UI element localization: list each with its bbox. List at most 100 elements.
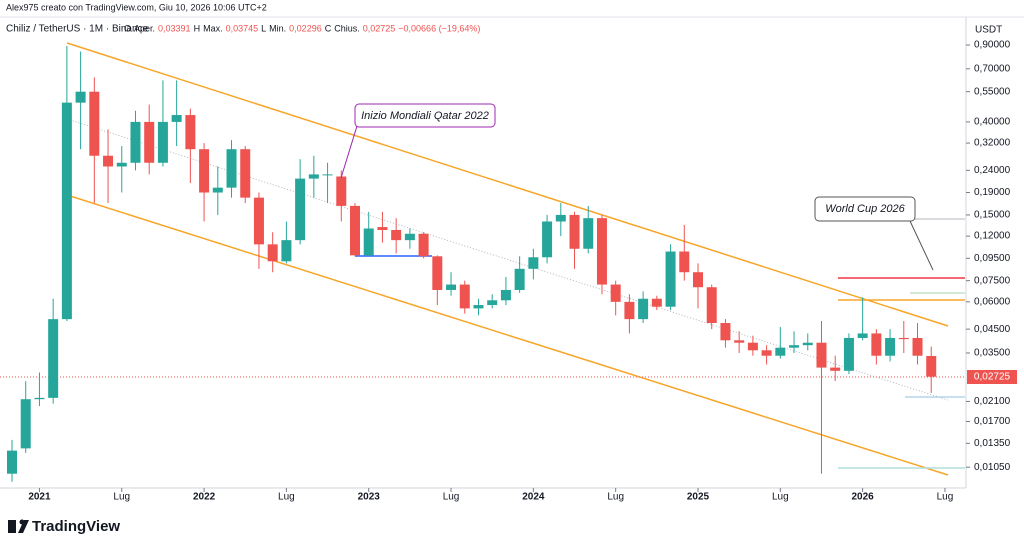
candle-body — [665, 251, 676, 307]
legend-item: Min. — [269, 23, 286, 33]
y-tick-label: 0,02100 — [974, 396, 1011, 407]
candle-body — [322, 174, 333, 176]
legend-item: Aper. — [134, 23, 155, 33]
legend-item: C — [325, 23, 332, 33]
candle-body — [391, 229, 402, 241]
candle-body — [212, 187, 223, 193]
x-tick-label: Lug — [113, 492, 130, 503]
currency: USDT — [975, 25, 1002, 36]
legend-item: Max. — [203, 23, 223, 33]
candle-body — [7, 450, 17, 474]
y-tick-label: 0,24000 — [974, 165, 1011, 176]
channel-mid — [66, 118, 949, 401]
candle-body — [199, 149, 210, 193]
candle-body — [624, 301, 635, 320]
candle-body — [144, 121, 155, 163]
y-tick-label: 0,90000 — [974, 40, 1011, 51]
candle-body — [720, 323, 731, 341]
candle-body — [871, 333, 882, 356]
candle-body — [610, 284, 621, 302]
candle-body — [308, 174, 319, 179]
y-tick-label: 0,09500 — [974, 253, 1011, 264]
y-tick-label: 0,15000 — [974, 210, 1011, 221]
candle-body — [404, 233, 415, 241]
candle-body — [651, 298, 662, 307]
candle-body — [350, 205, 360, 256]
candle-body — [459, 284, 470, 309]
candle-body — [75, 91, 86, 103]
x-tick-label: Lug — [937, 492, 954, 503]
channel-upper — [66, 42, 949, 327]
last-price-label: 0,02725 — [974, 372, 1011, 383]
candle-body — [446, 284, 457, 290]
legend-item: O — [124, 23, 131, 33]
legend-item: 0,03745 — [226, 23, 259, 33]
legend: Chiliz / TetherUS · 1M · Binance O Aper. 0… — [6, 23, 480, 34]
symbol: Chiliz / TetherUS · 1M · Binance — [6, 24, 149, 35]
legend-item: 0,02296 — [289, 23, 322, 33]
candle-body — [473, 305, 484, 309]
brand: TradingView — [32, 518, 120, 535]
legend-item: L — [261, 23, 266, 33]
y-tick-label: 0,19000 — [974, 187, 1011, 198]
candle-body — [596, 218, 607, 285]
callout-pointer — [340, 125, 358, 179]
candle-body — [706, 287, 717, 324]
x-tick-label: 2021 — [28, 492, 51, 503]
x-tick-label: Lug — [607, 492, 624, 503]
legend-item: Chius. — [334, 23, 360, 33]
annotation: World Cup 2026 — [825, 203, 905, 215]
x-tick-label: Lug — [278, 492, 295, 503]
candle-body — [267, 244, 278, 262]
callout — [814, 196, 916, 222]
header: Alex975 creato con TradingView.com, Giu … — [6, 2, 267, 12]
x-tick-label: 2022 — [193, 492, 216, 503]
candle-body — [336, 176, 347, 206]
legend-item: −0,00666 (−19,64%) — [398, 23, 480, 33]
candle-body — [281, 240, 292, 262]
candle-body — [638, 298, 649, 320]
candle-body — [816, 342, 827, 368]
candle-body — [432, 256, 443, 290]
candle-body — [734, 340, 745, 343]
candle-body — [418, 233, 429, 257]
y-tick-label: 0,01050 — [974, 462, 1011, 473]
y-tick-label: 0,55000 — [974, 86, 1011, 97]
candle-body — [802, 342, 813, 346]
y-tick-label: 0,01700 — [974, 416, 1011, 427]
candle-body — [830, 367, 841, 371]
candle-body — [912, 337, 923, 356]
x-tick-label: Lug — [443, 492, 460, 503]
legend-item: 0,03391 — [158, 23, 191, 33]
candle-body — [130, 121, 141, 163]
x-tick-label: 2026 — [852, 492, 875, 503]
candle-body — [789, 345, 800, 348]
candle-body — [693, 272, 703, 288]
y-tick-label: 0,06000 — [974, 296, 1011, 307]
y-tick-label: 0,04500 — [974, 324, 1011, 335]
candle-body — [500, 289, 511, 301]
callout-pointer — [909, 220, 934, 271]
candle-body — [103, 155, 114, 167]
y-tick-label: 0,40000 — [974, 117, 1011, 128]
candle-body — [747, 342, 758, 351]
candle-body — [679, 251, 690, 273]
candle-body — [116, 162, 127, 167]
candle-body — [253, 197, 264, 245]
candle-body — [487, 300, 498, 306]
y-tick-label: 0,32000 — [974, 138, 1011, 149]
candle-body — [34, 397, 45, 400]
legend-item: 0,02725 — [363, 23, 396, 33]
candle-body — [185, 115, 196, 150]
candle-body — [363, 228, 374, 256]
y-tick-label: 0,01350 — [974, 438, 1011, 449]
candle-body — [171, 115, 182, 122]
candle-body — [157, 121, 168, 163]
candle-body — [61, 102, 72, 320]
candle-body — [569, 214, 580, 249]
x-tick-label: 2025 — [687, 492, 710, 503]
candle-body — [514, 268, 525, 290]
candle-body — [20, 399, 31, 449]
